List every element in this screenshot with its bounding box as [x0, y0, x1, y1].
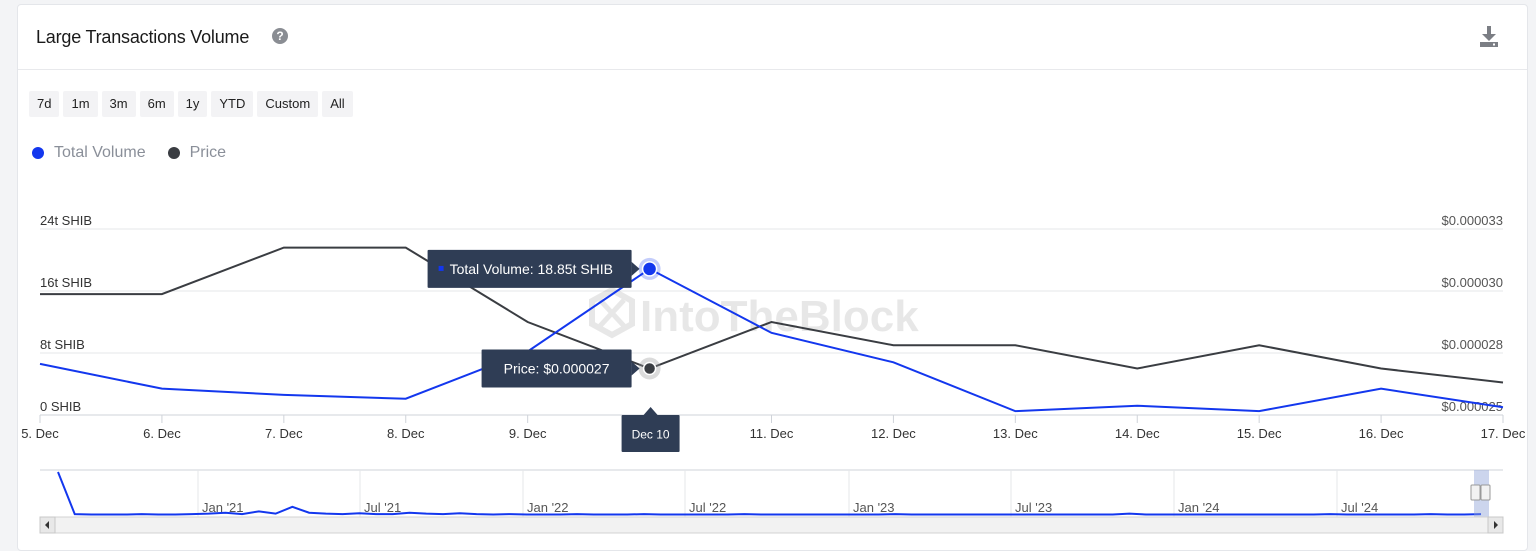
navigator-line: [57, 471, 1482, 516]
navigator-label: Jan '24: [1178, 500, 1220, 515]
volume-line: [39, 267, 1504, 413]
right-tick-label: $0.000028: [1442, 337, 1503, 352]
legend-item-volume[interactable]: Total Volume: [32, 144, 146, 162]
tooltips: Total Volume: 18.85t SHIB Price: $0.00002…: [427, 249, 680, 452]
range-button-1y[interactable]: 1y: [177, 91, 208, 117]
navigator-label: Jul '23: [1015, 500, 1052, 515]
chart-legend: Total Volume Price: [32, 144, 226, 162]
legend-dot-price: [167, 147, 180, 159]
price-line: [40, 246, 1504, 384]
left-tick-label: 0 SHIB: [40, 399, 81, 414]
navigator-label: Jul '21: [364, 500, 401, 515]
price-point: [642, 361, 657, 376]
series-group: [39, 246, 1504, 413]
x-axis: 5. Dec 6. Dec 7. Dec 8. Dec 9. Dec 11. Dec 12.…: [21, 415, 1526, 441]
legend-dot-volume: [32, 147, 44, 159]
navigator-label: Jul '22: [689, 500, 726, 515]
x-tick-label: 13. Dec: [993, 426, 1038, 441]
navigator-label: Jan '21: [202, 500, 244, 515]
x-tick-label: 17. Dec: [1481, 426, 1526, 441]
legend-label-volume: Total Volume: [54, 144, 146, 161]
tooltip-x-date: Dec 10: [621, 407, 680, 452]
tooltip-price-text: Price: $0.000027: [504, 361, 610, 377]
x-tick-label: 7. Dec: [265, 426, 303, 441]
range-button-6m[interactable]: 6m: [139, 91, 174, 117]
navigator: Jan '21 Jul '21 Jan '22 Jul '22 Jan '23 Jul '…: [39, 469, 1504, 534]
tooltip-x-date-text: Dec 10: [632, 428, 670, 442]
question-circle-icon[interactable]: ?: [272, 28, 288, 44]
left-tick-label: 16t SHIB: [40, 275, 92, 290]
range-button-7d[interactable]: 7d: [29, 91, 60, 117]
right-axis: $0.000025 $0.000028 $0.000030 $0.000033: [1442, 213, 1503, 414]
tooltip-volume: Total Volume: 18.85t SHIB: [427, 249, 640, 288]
range-button-ytd[interactable]: YTD: [211, 91, 254, 117]
card-header: Large Transactions Volume ?: [18, 5, 1527, 70]
right-tick-label: $0.000033: [1442, 213, 1503, 228]
navigator-label: Jan '22: [527, 500, 569, 515]
left-tick-label: 8t SHIB: [40, 337, 85, 352]
navigator-handle[interactable]: [1470, 484, 1491, 501]
right-tick-label: $0.000025: [1442, 399, 1503, 414]
x-tick-label: 8. Dec: [387, 426, 425, 441]
range-button-all[interactable]: All: [322, 91, 353, 117]
scrollbar-track: [39, 516, 1504, 534]
x-tick-label: 11. Dec: [750, 426, 794, 441]
tooltip-volume-text: Total Volume: 18.85t SHIB: [450, 261, 613, 277]
legend-label-price: Price: [189, 144, 227, 161]
x-tick-label: 5. Dec: [21, 426, 59, 441]
watermark-text: IntoTheBlock: [640, 292, 919, 341]
right-tick-label: $0.000030: [1442, 275, 1503, 290]
volume-point: [641, 261, 658, 277]
arrow-left-icon: [45, 521, 49, 529]
x-tick-label: 14. Dec: [1115, 426, 1160, 441]
range-button-group: 7d 1m 3m 6m 1y YTD Custom All: [29, 91, 353, 117]
x-tick-label: 9. Dec: [509, 426, 547, 441]
range-button-1m[interactable]: 1m: [63, 91, 98, 117]
left-axis: 0 SHIB 8t SHIB 16t SHIB 24t SHIB: [40, 213, 92, 414]
x-tick-label: 6. Dec: [143, 426, 181, 441]
tooltip-price: Price: $0.000027: [481, 349, 640, 388]
x-tick-label: 16. Dec: [1359, 426, 1404, 441]
page-title: Large Transactions Volume: [36, 27, 250, 47]
left-tick-label: 24t SHIB: [40, 213, 92, 228]
watermark: IntoTheBlock: [589, 286, 919, 341]
download-icon[interactable]: [1479, 26, 1499, 48]
range-button-custom[interactable]: Custom: [257, 91, 319, 117]
navigator-label: Jul '24: [1341, 500, 1378, 515]
navigator-label: Jan '23: [853, 500, 895, 515]
range-button-3m[interactable]: 3m: [101, 91, 136, 117]
legend-item-price[interactable]: Price: [167, 144, 227, 162]
x-tick-label: 12. Dec: [871, 426, 916, 441]
arrow-right-icon: [1494, 521, 1498, 529]
x-tick-label: 15. Dec: [1237, 426, 1282, 441]
